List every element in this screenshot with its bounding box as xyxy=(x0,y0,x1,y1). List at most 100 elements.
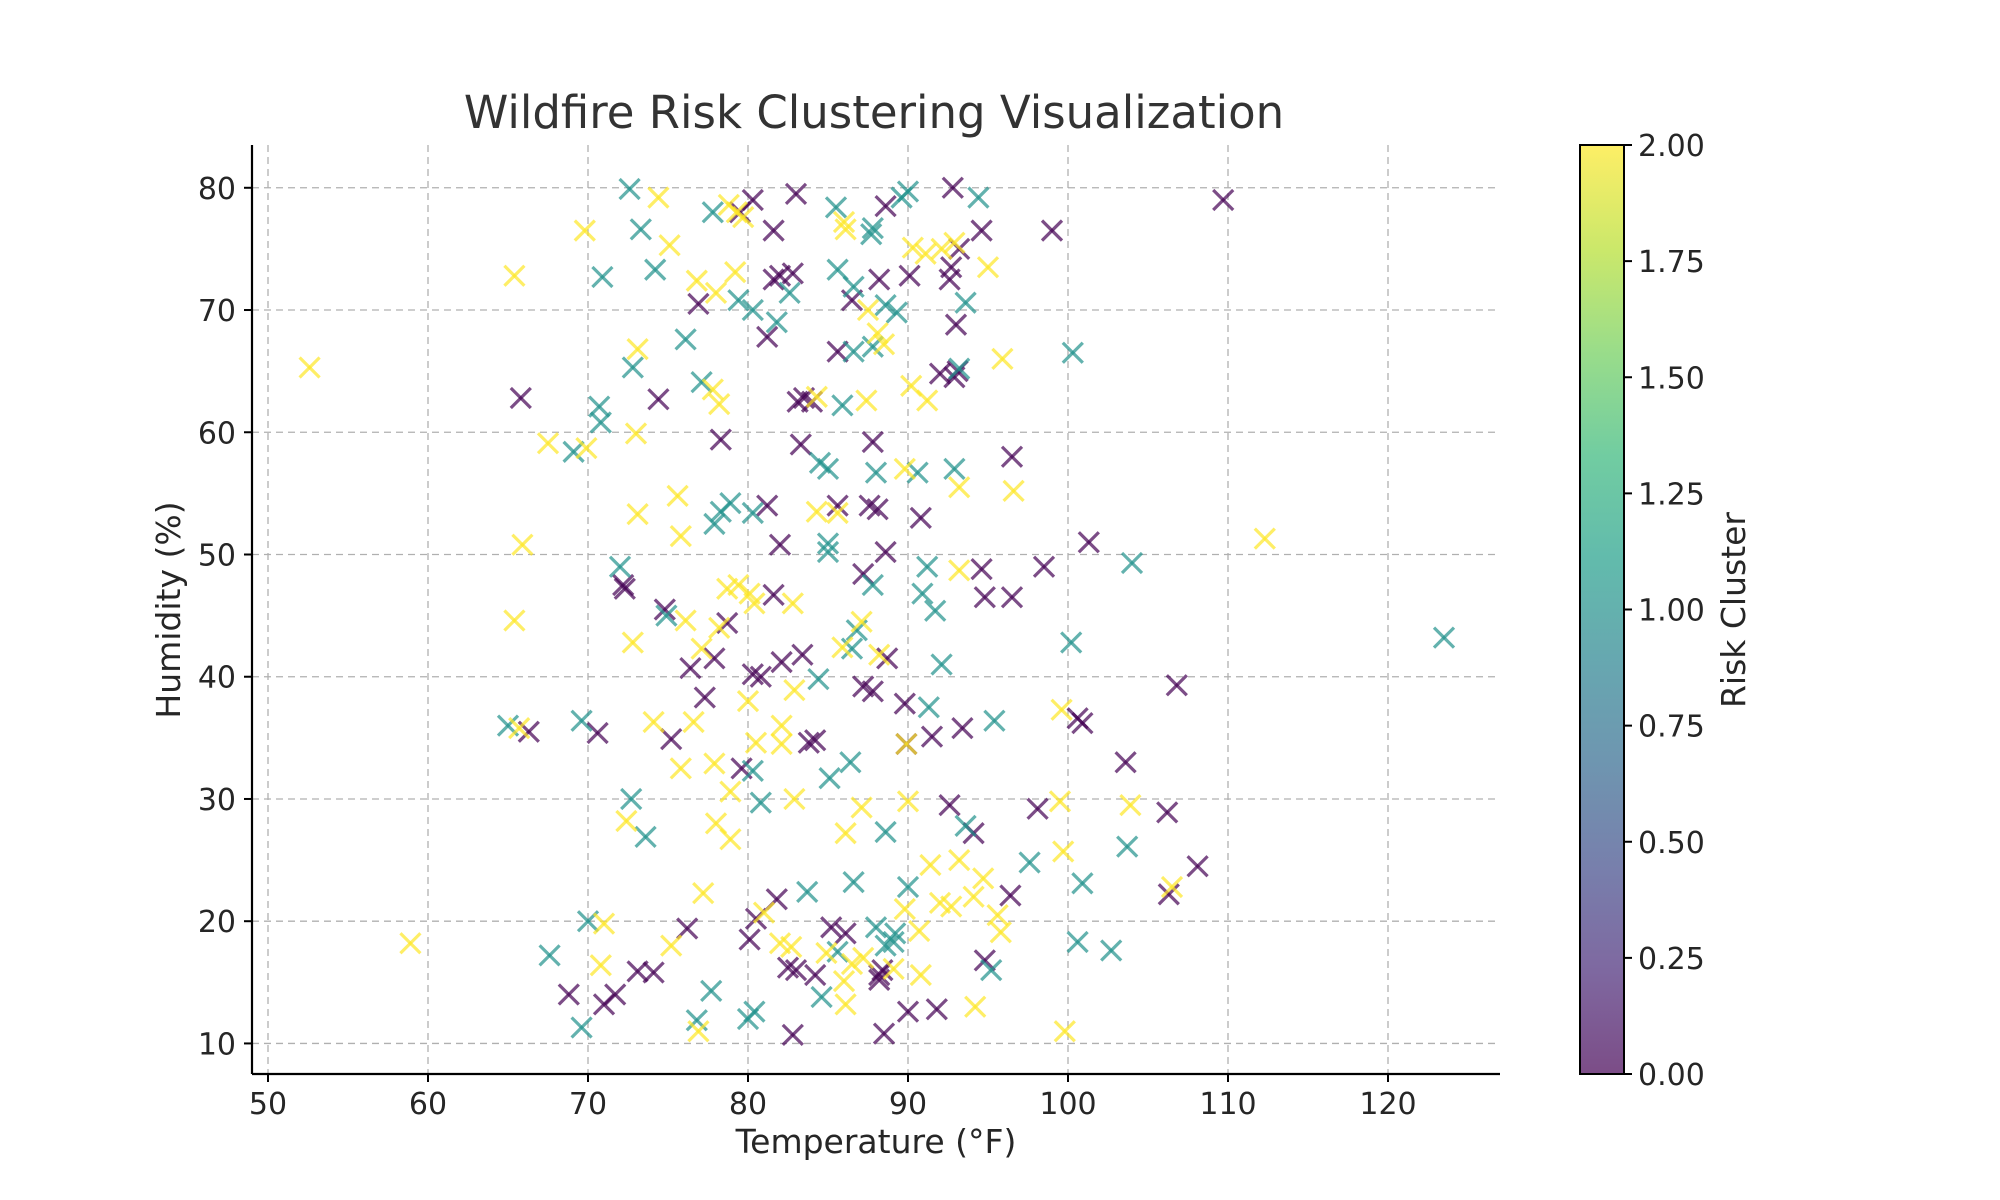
data-point xyxy=(626,338,649,361)
data-point-stroke xyxy=(824,196,848,219)
data-point xyxy=(586,721,609,745)
data-point xyxy=(744,731,768,754)
data-point-stroke xyxy=(674,609,697,632)
data-point-stroke xyxy=(826,258,849,281)
data-point xyxy=(783,787,806,811)
data-point-stroke xyxy=(896,790,920,813)
data-point xyxy=(741,188,764,212)
data-point-stroke xyxy=(1032,555,1056,578)
data-point-stroke xyxy=(852,562,875,586)
data-point xyxy=(536,432,560,455)
data-point xyxy=(1000,586,1024,609)
data-point-stroke xyxy=(1052,840,1075,863)
data-point-stroke xyxy=(704,281,728,305)
y-axis-label: Humidity (%) xyxy=(149,501,188,718)
data-point xyxy=(784,182,808,206)
data-point xyxy=(1071,712,1094,735)
data-point-stroke xyxy=(776,956,800,979)
data-point xyxy=(898,264,921,287)
data-point xyxy=(964,995,987,1018)
x-tick-label: 80 xyxy=(729,1087,767,1122)
data-point xyxy=(1165,674,1188,697)
data-point xyxy=(917,696,940,719)
colorbar-tick-label: 2.00 xyxy=(1638,129,1705,164)
data-point-stroke xyxy=(573,219,596,242)
data-point-stroke xyxy=(850,610,873,633)
data-point xyxy=(872,333,896,356)
data-point-stroke xyxy=(778,281,801,305)
data-point xyxy=(943,457,966,481)
data-point xyxy=(511,533,534,556)
data-point xyxy=(765,311,788,334)
data-point-stroke xyxy=(708,393,731,416)
data-point-stroke xyxy=(517,720,540,743)
data-point-stroke xyxy=(741,759,764,782)
data-point xyxy=(991,347,1014,371)
data-point-stroke xyxy=(1026,797,1049,820)
data-point-stroke xyxy=(834,822,857,845)
data-point-stroke xyxy=(621,631,644,654)
data-point-stroke xyxy=(882,957,905,981)
data-point-stroke xyxy=(789,433,812,456)
data-point xyxy=(1212,188,1235,212)
axes xyxy=(250,145,1500,1076)
colorbar-tick-label: 1.50 xyxy=(1638,361,1705,396)
colorbar-tick-label: 1.00 xyxy=(1638,594,1705,629)
data-point xyxy=(756,494,779,517)
data-point-stroke xyxy=(511,533,534,556)
data-point-stroke xyxy=(658,234,681,257)
data-point-stroke xyxy=(861,216,884,240)
data-point xyxy=(591,265,614,289)
data-point-stroke xyxy=(1048,790,1072,813)
data-point xyxy=(876,647,899,670)
data-point xyxy=(850,796,873,819)
data-point-stroke xyxy=(1160,875,1184,899)
data-point-stroke xyxy=(826,501,849,525)
data-point xyxy=(655,604,678,627)
data-point-stroke xyxy=(852,675,875,698)
data-point xyxy=(834,922,857,945)
data-point-stroke xyxy=(832,210,856,234)
x-axis-ticks: 50 60 70 80 90 100 110 120 xyxy=(249,1074,1417,1122)
data-point-stroke xyxy=(749,665,772,688)
data-point xyxy=(840,637,864,660)
data-point-stroke xyxy=(911,582,934,605)
data-point xyxy=(916,555,939,578)
data-point xyxy=(770,714,793,737)
data-point-stroke xyxy=(749,791,772,814)
data-point-stroke xyxy=(586,721,609,745)
data-point xyxy=(1050,698,1073,721)
data-point xyxy=(538,944,561,967)
data-point-stroke xyxy=(941,176,964,199)
data-point-stroke xyxy=(741,298,764,322)
data-point xyxy=(621,356,644,379)
data-point-stroke xyxy=(1116,835,1139,858)
data-point-stroke xyxy=(653,598,676,621)
data-point xyxy=(924,599,947,622)
data-point xyxy=(708,616,731,639)
data-point xyxy=(701,201,724,224)
data-point-stroke xyxy=(948,559,971,582)
data-point xyxy=(669,525,692,548)
data-point-stroke xyxy=(852,946,875,970)
data-point xyxy=(783,679,806,702)
data-point xyxy=(864,916,888,939)
data-point xyxy=(608,555,632,578)
data-point-stroke xyxy=(557,983,580,1006)
data-point-stroke xyxy=(690,637,713,660)
data-point xyxy=(613,577,636,600)
colorbar: 0.00 0.25 0.50 0.75 1.00 1.25 1.50 1.75 2.00 Ris… xyxy=(1579,129,1753,1093)
data-point-stroke xyxy=(842,340,865,363)
data-point-stroke xyxy=(842,275,865,298)
data-point-stroke xyxy=(919,853,942,877)
data-point-stroke xyxy=(730,757,753,780)
data-point-stroke xyxy=(842,870,865,894)
data-point-stroke xyxy=(973,949,996,972)
data-point xyxy=(1002,479,1025,503)
data-point-stroke xyxy=(682,710,705,734)
data-point-stroke xyxy=(885,301,908,324)
data-point xyxy=(948,357,971,380)
data-point-stroke xyxy=(928,891,952,914)
data-point-stroke xyxy=(783,787,806,811)
y-tick-label: 40 xyxy=(198,661,236,696)
